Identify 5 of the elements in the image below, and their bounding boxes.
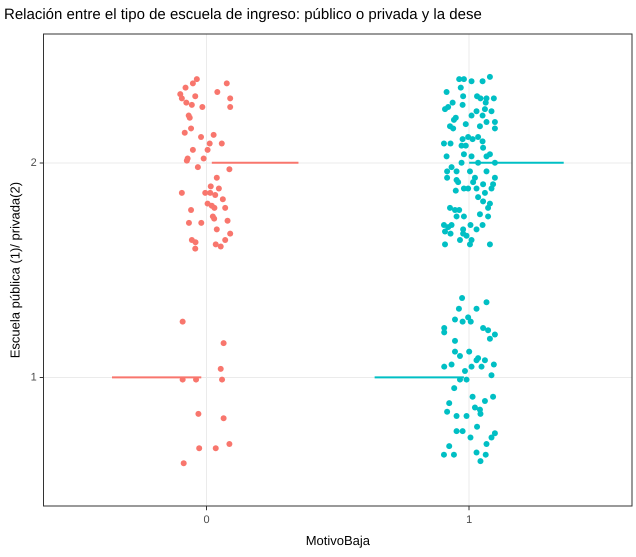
x-axis-title: MotivoBaja (306, 532, 371, 548)
y-tick-label: 2 (30, 156, 37, 169)
x-tick-label: 0 (203, 514, 210, 526)
y-axis-title: Escuela pública (1)/ privada(2) (7, 182, 22, 358)
chart-title: Relación entre el tipo de escuela de ingreso: público o privada y la dese (4, 6, 482, 24)
